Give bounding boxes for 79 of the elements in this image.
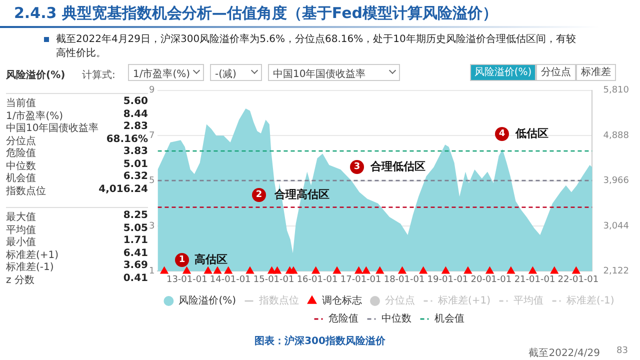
text: 4,016.24 bbox=[98, 184, 148, 194]
text: 3.83 bbox=[123, 146, 148, 157]
text: 68.16% bbox=[106, 134, 148, 144]
text: 图表：沪深300指数风险溢价 bbox=[254, 336, 386, 347]
legend-label: 分位点 bbox=[384, 294, 415, 307]
x-tick-label: 19-01-01 bbox=[427, 274, 468, 285]
legend-label: 指数点位 bbox=[258, 294, 299, 307]
text: z 分数 bbox=[6, 274, 34, 286]
chart-title: 2.4.3 典型宽基指数机会分析—估值角度（基于Fed模型计算风险溢价） bbox=[14, 4, 498, 23]
x-tick-label: 17-01-01 bbox=[340, 274, 382, 285]
legend-label: 标准差(-1) bbox=[566, 294, 614, 307]
legend-label: 机会值 bbox=[434, 312, 464, 325]
annotation: 3 bbox=[350, 160, 364, 174]
y2-tick-label: 5,810 bbox=[603, 86, 630, 96]
text: 风险溢价(%) bbox=[470, 64, 536, 81]
text: 标准差(-1) bbox=[6, 260, 54, 274]
legend-label: 调仓标志 bbox=[322, 294, 362, 307]
x-tick-label: 18-01-01 bbox=[384, 274, 425, 285]
text: 5.05 bbox=[123, 222, 148, 234]
text: 中国10年国债收益率 bbox=[6, 122, 99, 135]
y-tick-label: 3 bbox=[148, 221, 155, 232]
text: 5.60 bbox=[123, 96, 148, 107]
text: 最小值 bbox=[6, 236, 36, 249]
text: 截至2022/4/29 bbox=[528, 346, 600, 360]
text: 1.71 bbox=[123, 235, 148, 246]
y-tick-label: 9 bbox=[148, 86, 155, 96]
legend-label: 标准差(+1) bbox=[436, 294, 491, 307]
legend-label: 中位数 bbox=[382, 312, 412, 325]
text: 8.44 bbox=[123, 108, 148, 120]
text: 中国10年国债收益率 bbox=[273, 68, 366, 81]
text: 8.25 bbox=[123, 210, 148, 221]
legend-label: 风险溢价(%) bbox=[178, 294, 236, 307]
text: 83 bbox=[616, 346, 628, 356]
y2-tick-label: 2,122 bbox=[603, 266, 629, 277]
text: 标准差 bbox=[576, 64, 616, 81]
x-tick-label: 13-01-01 bbox=[166, 274, 208, 285]
text: 风险溢价(%) bbox=[6, 68, 66, 82]
y-tick-label: 1 bbox=[148, 266, 155, 277]
x-tick-label: 14-01-01 bbox=[210, 274, 251, 285]
y2-tick-label: 3,966 bbox=[603, 176, 630, 186]
text: 机会值 bbox=[6, 172, 36, 185]
y-tick-label: 7 bbox=[148, 130, 155, 141]
text: 危险值 bbox=[6, 147, 36, 160]
x-tick-label: 22-01-01 bbox=[558, 274, 599, 285]
text: 3.69 bbox=[123, 260, 148, 271]
text: 计算式: bbox=[82, 68, 116, 82]
text: 分位点 bbox=[536, 64, 576, 81]
text: 2.83 bbox=[123, 121, 148, 132]
y2-tick-label: 3,044 bbox=[603, 221, 630, 232]
x-tick-label: 15-01-01 bbox=[253, 274, 294, 285]
text: 平均值 bbox=[6, 224, 36, 236]
y-tick-label: 5 bbox=[148, 176, 155, 186]
x-tick-label: 21-01-01 bbox=[514, 274, 556, 285]
text: 1/市盈率(%) bbox=[6, 110, 64, 122]
text: 中位数 bbox=[6, 160, 36, 172]
text: -(减) bbox=[215, 68, 236, 81]
text: 0.41 bbox=[123, 272, 148, 284]
text: 6.41 bbox=[123, 248, 148, 258]
x-tick-label: 20-01-01 bbox=[470, 274, 512, 285]
chart-subtitle: 截至2022年4月29日，沪深300风险溢价率为5.6%，分位点68.16%，处于10年期历史风险溢价合理低估区间，有较高性价比。 bbox=[56, 33, 576, 61]
annotation: 合理低估区 bbox=[370, 160, 426, 173]
annotation: 低估区 bbox=[516, 127, 548, 140]
annotation: 2 bbox=[252, 188, 266, 202]
y2-tick-label: 4,888 bbox=[603, 130, 630, 141]
text: 指数点位 bbox=[6, 184, 46, 198]
text: 5.01 bbox=[123, 158, 148, 170]
text: 标准差(+1) bbox=[6, 248, 59, 262]
text: 当前值 bbox=[6, 96, 36, 110]
text: 最大值 bbox=[6, 210, 36, 224]
text: 分位点 bbox=[6, 134, 36, 148]
text: 1/市盈率(%) bbox=[133, 68, 190, 81]
x-tick-label: 16-01-01 bbox=[296, 274, 338, 285]
annotation: 高估区 bbox=[194, 253, 228, 266]
annotation: 4 bbox=[495, 127, 509, 141]
annotation: 合理高估区 bbox=[274, 188, 330, 201]
legend-label: 危险值 bbox=[328, 312, 358, 325]
annotation: 1 bbox=[175, 253, 189, 267]
text: 6.32 bbox=[123, 171, 148, 182]
legend-label: 平均值 bbox=[514, 294, 544, 307]
